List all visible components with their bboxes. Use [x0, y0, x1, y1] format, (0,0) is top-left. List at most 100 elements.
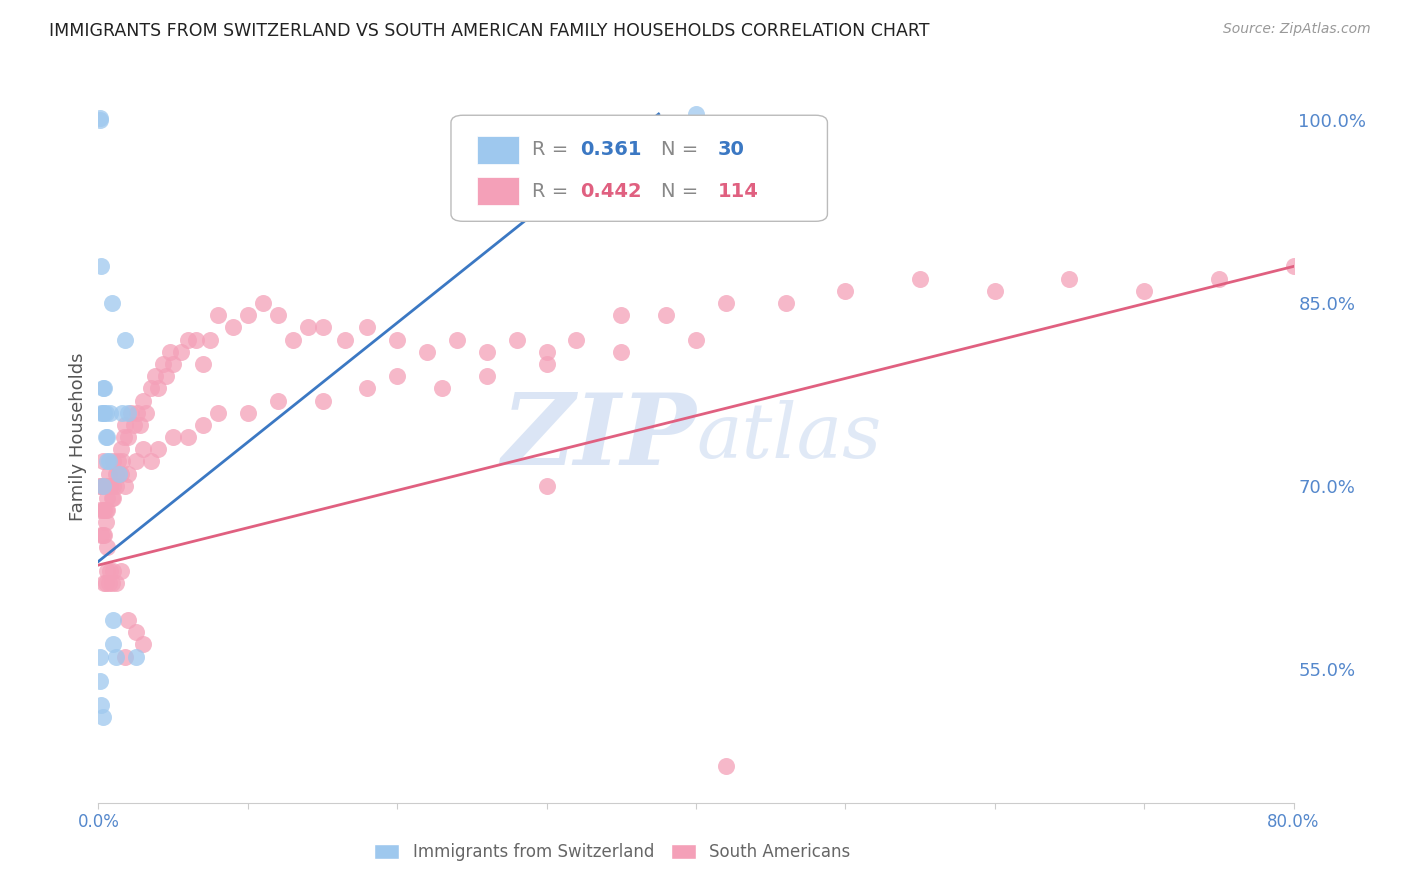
- Point: [356, 381, 378, 395]
- Point: [105, 467, 128, 481]
- Point: [94, 430, 117, 444]
- Point: [89, 479, 111, 493]
- Point: [152, 357, 174, 371]
- Text: 0.361: 0.361: [581, 140, 641, 159]
- Point: [177, 333, 200, 347]
- Text: N =: N =: [661, 140, 704, 159]
- Point: [1059, 271, 1081, 285]
- Point: [96, 430, 118, 444]
- Point: [162, 357, 184, 371]
- Point: [108, 467, 131, 481]
- Point: [94, 406, 117, 420]
- Point: [103, 454, 125, 468]
- Point: [125, 454, 148, 468]
- Point: [89, 111, 111, 125]
- Point: [430, 381, 453, 395]
- Point: [110, 564, 132, 578]
- Point: [475, 344, 498, 359]
- FancyBboxPatch shape: [477, 136, 519, 163]
- Text: atlas: atlas: [696, 401, 882, 474]
- Point: [311, 320, 333, 334]
- Point: [191, 357, 214, 371]
- Point: [91, 479, 114, 493]
- Point: [96, 454, 118, 468]
- Point: [685, 333, 707, 347]
- Point: [90, 406, 112, 420]
- Point: [112, 430, 135, 444]
- Point: [536, 357, 558, 371]
- Point: [200, 333, 222, 347]
- Point: [93, 503, 115, 517]
- Point: [101, 491, 124, 505]
- Point: [90, 260, 112, 274]
- Point: [94, 516, 117, 530]
- Point: [565, 333, 588, 347]
- Point: [281, 333, 304, 347]
- Point: [114, 479, 136, 493]
- Point: [93, 381, 115, 395]
- Point: [105, 479, 128, 493]
- Point: [98, 406, 122, 420]
- Point: [184, 333, 207, 347]
- Point: [110, 467, 132, 481]
- Point: [110, 442, 132, 457]
- Point: [714, 296, 737, 310]
- Point: [1282, 260, 1305, 274]
- Point: [114, 333, 136, 347]
- Point: [103, 613, 125, 627]
- Text: N =: N =: [661, 182, 704, 201]
- Point: [333, 333, 356, 347]
- Text: ZIP: ZIP: [501, 389, 696, 485]
- Point: [114, 649, 136, 664]
- Point: [267, 393, 290, 408]
- Point: [155, 369, 177, 384]
- Point: [103, 637, 125, 651]
- Point: [139, 454, 162, 468]
- Point: [506, 333, 529, 347]
- Point: [89, 113, 111, 128]
- Point: [143, 369, 166, 384]
- Point: [356, 320, 378, 334]
- Point: [536, 479, 558, 493]
- Point: [89, 649, 111, 664]
- Point: [177, 430, 200, 444]
- Point: [96, 491, 118, 505]
- Point: [117, 430, 139, 444]
- Point: [236, 406, 259, 420]
- Point: [107, 454, 129, 468]
- Point: [536, 344, 558, 359]
- Point: [129, 417, 152, 432]
- Point: [91, 527, 114, 541]
- Point: [236, 308, 259, 322]
- Y-axis label: Family Households: Family Households: [69, 353, 87, 521]
- Point: [207, 406, 229, 420]
- Point: [125, 649, 148, 664]
- Point: [117, 467, 139, 481]
- Point: [90, 479, 112, 493]
- Point: [834, 284, 856, 298]
- Point: [91, 454, 114, 468]
- Point: [90, 527, 112, 541]
- Point: [655, 308, 678, 322]
- Text: R =: R =: [533, 182, 575, 201]
- Point: [103, 491, 125, 505]
- Text: 114: 114: [717, 182, 758, 201]
- Point: [984, 284, 1007, 298]
- Point: [98, 564, 122, 578]
- Point: [111, 454, 134, 468]
- FancyBboxPatch shape: [477, 178, 519, 205]
- Point: [132, 637, 155, 651]
- FancyBboxPatch shape: [451, 115, 827, 221]
- Point: [416, 344, 439, 359]
- Point: [96, 564, 118, 578]
- Point: [111, 406, 134, 420]
- Point: [93, 576, 115, 591]
- Point: [148, 381, 170, 395]
- Point: [91, 381, 114, 395]
- Point: [98, 479, 122, 493]
- Point: [94, 503, 117, 517]
- Point: [159, 344, 181, 359]
- Point: [475, 369, 498, 384]
- Point: [117, 406, 139, 420]
- Point: [385, 369, 409, 384]
